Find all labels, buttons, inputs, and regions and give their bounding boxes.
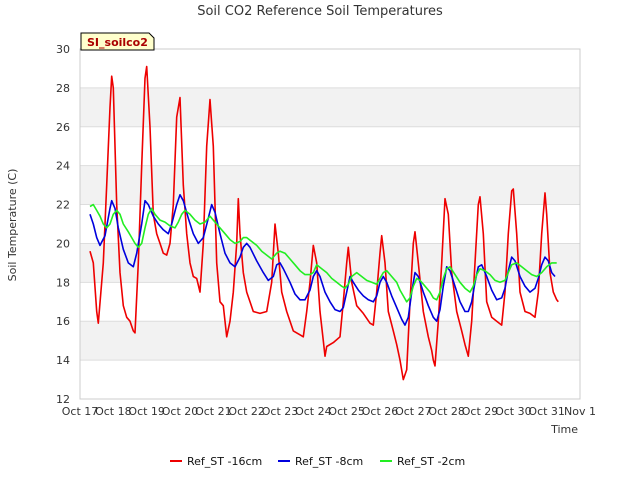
plot-bands <box>80 87 580 361</box>
x-tick-label: Oct 24 <box>295 405 332 418</box>
chart-title: Soil CO2 Reference Soil Temperatures <box>197 4 443 19</box>
x-tick-label: Oct 17 <box>62 405 99 418</box>
series-line-2 <box>89 194 556 326</box>
series-lines <box>89 65 559 381</box>
legend-label: Ref_ST -8cm <box>295 455 363 468</box>
x-tick-label: Oct 26 <box>362 405 399 418</box>
y-tick-label: 28 <box>56 82 70 95</box>
legend-item: Ref_ST -16cm <box>170 455 262 468</box>
x-tick-label: Oct 27 <box>395 405 432 418</box>
legend-item: Ref_ST -8cm <box>278 455 363 468</box>
y-tick-label: 18 <box>56 276 70 289</box>
y-tick-label: 26 <box>56 121 70 134</box>
y-tick-label: 20 <box>56 237 70 250</box>
y-tick-label: 12 <box>56 393 70 406</box>
site-tag-box <box>80 32 155 51</box>
x-tick-label: Oct 19 <box>128 405 165 418</box>
y-tick-label: 14 <box>56 354 70 367</box>
x-tick-label: Oct 23 <box>262 405 299 418</box>
series-line-3 <box>89 203 557 303</box>
legend-label: Ref_ST -2cm <box>397 455 465 468</box>
x-tick-label: Nov 1 <box>564 405 596 418</box>
x-tick-label: Oct 30 <box>495 405 532 418</box>
x-axis-label: Time <box>550 423 578 436</box>
plot-band <box>80 87 580 127</box>
x-tick-label: Oct 28 <box>428 405 465 418</box>
x-tick-label: Oct 22 <box>228 405 265 418</box>
legend-label: Ref_ST -16cm <box>187 455 262 468</box>
series-line-1 <box>89 65 559 381</box>
site-tag-label: SI_soilco2 <box>87 36 148 49</box>
y-axis-label: Soil Temperature (C) <box>6 169 19 282</box>
plot-band <box>80 321 580 361</box>
x-tick-label: Oct 31 <box>528 405 565 418</box>
legend-item: Ref_ST -2cm <box>380 455 465 468</box>
x-tick-label: Oct 29 <box>462 405 499 418</box>
legend: Ref_ST -16cm Ref_ST -8cm Ref_ST -2cm <box>170 455 465 468</box>
x-tick-label: Oct 18 <box>95 405 132 418</box>
x-tick-label: Oct 21 <box>195 405 232 418</box>
plot-frame <box>79 48 581 400</box>
x-tick-label: Oct 25 <box>328 405 365 418</box>
y-tick-label: 24 <box>56 160 70 173</box>
y-tick-label: 16 <box>56 315 70 328</box>
x-tick-label: Oct 20 <box>162 405 199 418</box>
site-tag: SI_soilco2 <box>80 32 155 51</box>
y-tick-labels: 12 14 16 18 20 22 24 26 28 30 <box>56 43 70 406</box>
y-tick-label: 22 <box>56 199 70 212</box>
plot-band <box>80 165 580 205</box>
y-tick-label: 30 <box>56 43 70 56</box>
